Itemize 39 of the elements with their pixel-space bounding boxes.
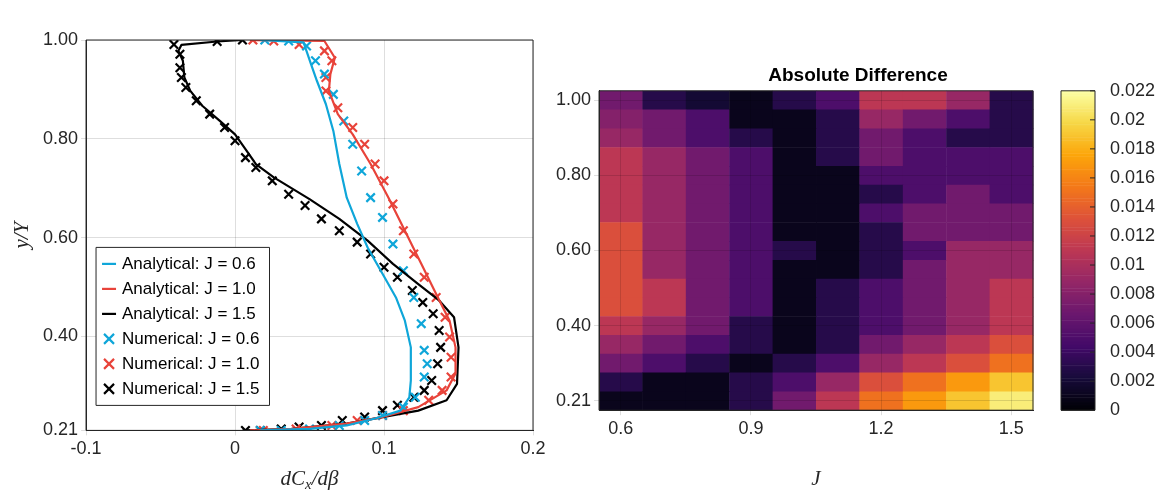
legend-label: Analytical: J = 1.5 — [122, 303, 256, 323]
legend-label: Numerical: J = 0.6 — [122, 328, 260, 348]
chart-title: Absolute Difference — [768, 63, 948, 85]
y-tick-label: 0.60 — [42, 226, 79, 247]
color-bar-label: 0.006 — [1110, 312, 1156, 333]
legend-label: Analytical: J = 0.6 — [122, 253, 256, 273]
y-tick-label: 0.40 — [42, 325, 79, 346]
y-axis-title: y/Y — [8, 219, 33, 251]
color-bar-label: 0.01 — [1110, 253, 1146, 274]
color-bar-label: 0.008 — [1110, 283, 1156, 304]
x-tick-label: 0.6 — [608, 417, 634, 438]
x-tick-label: 0.1 — [371, 438, 397, 459]
legend-label: Numerical: J = 1.5 — [122, 378, 260, 398]
y-tick-label: 0.40 — [555, 314, 592, 335]
y-tick-label: 0.80 — [42, 127, 79, 148]
color-bar-label: 0.018 — [1110, 137, 1156, 158]
color-bar-label: 0.016 — [1110, 166, 1156, 187]
x-tick-label: -0.1 — [70, 438, 102, 459]
color-bar-label: 0.004 — [1110, 341, 1156, 362]
color-bar-label: 0.014 — [1110, 195, 1156, 216]
y-tick-label: 0.60 — [555, 239, 592, 260]
y-tick-label: 0.21 — [42, 419, 79, 440]
color-bar-label: 0.02 — [1110, 108, 1146, 129]
color-bar-label: 0 — [1110, 399, 1121, 420]
x-tick-label: 1.2 — [868, 417, 894, 438]
x-axis-title: J — [811, 465, 823, 490]
y-tick-label: 1.00 — [555, 89, 592, 110]
x-tick-label: 0.9 — [738, 417, 764, 438]
legend-label: Numerical: J = 1.0 — [122, 353, 260, 373]
y-tick-label: 0.21 — [555, 389, 592, 410]
x-tick-label: 1.5 — [998, 417, 1024, 438]
y-tick-label: 0.80 — [555, 164, 592, 185]
color-bar-label: 0.022 — [1110, 79, 1156, 100]
x-tick-label: 0.2 — [520, 438, 546, 459]
x-tick-label: 0 — [230, 438, 241, 459]
legend-label: Analytical: J = 1.0 — [122, 278, 256, 298]
y-tick-label: 1.00 — [42, 28, 79, 49]
color-bar-label: 0.012 — [1110, 224, 1156, 245]
color-bar-label: 0.002 — [1110, 370, 1156, 391]
